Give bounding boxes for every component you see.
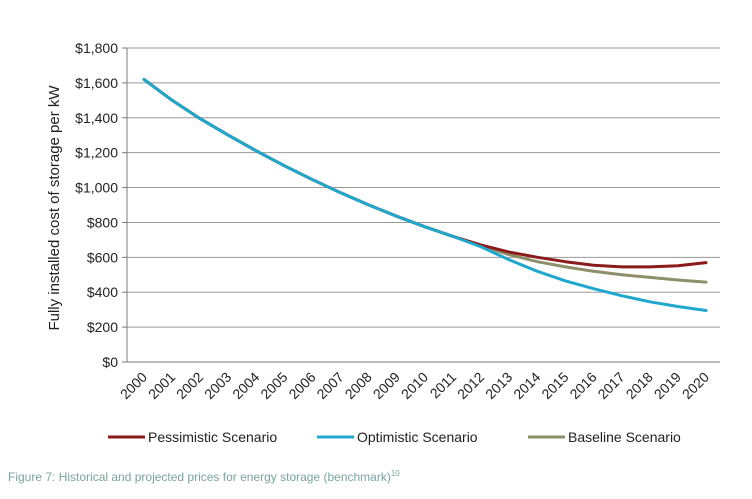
series-line-baseline-scenario — [142, 77, 708, 284]
caption-text: Figure 7: Historical and projected price… — [8, 470, 391, 484]
legend-label-optimistic-scenario: Optimistic Scenario — [357, 429, 478, 445]
gridlines — [127, 47, 720, 328]
x-tick-label-2009: 2009 — [370, 369, 403, 402]
legend-label-baseline-scenario: Baseline Scenario — [568, 429, 681, 445]
x-tick-label-2014: 2014 — [510, 369, 543, 402]
y-tick-label-0: $0 — [102, 354, 118, 370]
y-tick-label-1: $200 — [87, 319, 118, 335]
y-tick-label-5: $1,000 — [75, 180, 118, 196]
x-tick-label-2006: 2006 — [285, 369, 318, 402]
x-tick-label-2002: 2002 — [173, 369, 206, 402]
y-tick-labels: $0 $200 $400 $600 $800 $1,000 $1,200 $1,400 $1,6… — [75, 40, 118, 370]
x-tick-label-2020: 2020 — [679, 369, 712, 402]
x-tick-label-2007: 2007 — [313, 369, 346, 402]
series-lines — [142, 77, 708, 312]
series-line-pessimistic-scenario — [142, 77, 708, 269]
series-line-optimistic-scenario — [142, 77, 708, 312]
x-tick-label-2011: 2011 — [427, 369, 460, 402]
x-tick-label-2015: 2015 — [538, 369, 571, 402]
y-tick-label-7: $1,400 — [75, 110, 118, 126]
x-tick-label-2016: 2016 — [566, 369, 599, 402]
caption-footnote: 10 — [390, 469, 400, 478]
x-tick-label-2017: 2017 — [594, 369, 627, 402]
x-tick-label-2019: 2019 — [651, 369, 684, 402]
x-tick-label-2000: 2000 — [117, 369, 150, 402]
y-tick-label-8: $1,600 — [75, 75, 118, 91]
y-tick-label-2: $400 — [87, 284, 118, 300]
x-tick-label-2012: 2012 — [454, 369, 487, 402]
x-tick-label-2008: 2008 — [342, 369, 375, 402]
legend-label-pessimistic-scenario: Pessimistic Scenario — [148, 429, 277, 445]
x-tick-label-2005: 2005 — [257, 369, 290, 402]
x-tick-label-2018: 2018 — [623, 369, 656, 402]
y-tick-label-4: $800 — [87, 214, 118, 230]
legend: Pessimistic Scenario Optimistic Scenario B… — [108, 429, 681, 445]
x-tick-labels: 2000200120022003200420052006200720082009… — [117, 369, 712, 402]
figure-caption: Figure 7: Historical and projected price… — [8, 469, 400, 484]
axes — [122, 47, 720, 363]
x-tick-label-2001: 2001 — [145, 369, 178, 402]
x-tick-label-2003: 2003 — [201, 369, 234, 402]
y-tick-label-9: $1,800 — [75, 40, 118, 56]
y-tick-label-6: $1,200 — [75, 145, 118, 161]
y-tick-label-3: $600 — [87, 249, 118, 265]
x-tick-label-2010: 2010 — [398, 369, 431, 402]
x-tick-label-2013: 2013 — [482, 369, 515, 402]
x-tick-label-2004: 2004 — [229, 369, 262, 402]
y-axis-title: Fully installed cost of storage per kW — [46, 85, 63, 331]
